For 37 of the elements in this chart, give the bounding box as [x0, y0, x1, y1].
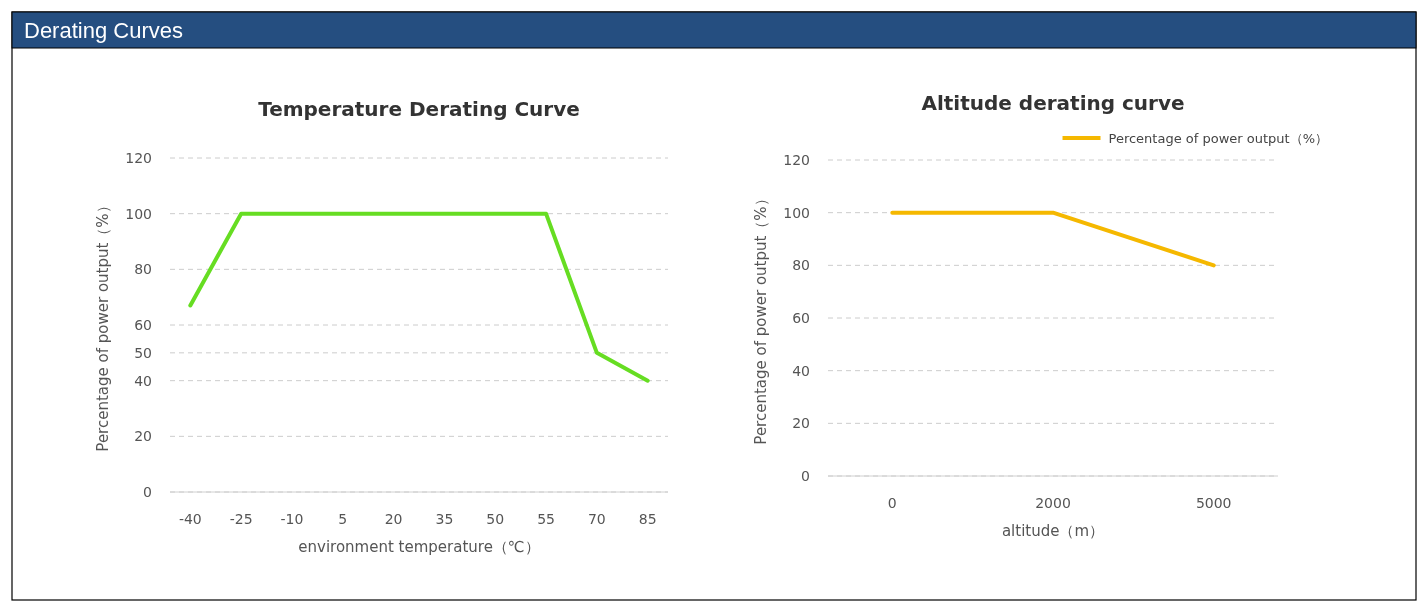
- x-tick-label: 0: [887, 495, 897, 511]
- y-tick-label: 60: [134, 317, 152, 333]
- x-tick-label: 35: [435, 511, 454, 527]
- x-tick-label: 2000: [1035, 495, 1071, 511]
- y-tick-label: 40: [134, 372, 152, 389]
- y-axis-title: Percentage of power output（%）: [752, 191, 770, 445]
- x-tick-label: 5000: [1195, 495, 1232, 511]
- chart-title: Temperature Derating Curve: [258, 97, 580, 121]
- x-tick-label: -40: [178, 511, 202, 527]
- y-tick-label: 100: [125, 205, 152, 222]
- legend-label: Percentage of power output（%）: [1108, 131, 1328, 146]
- y-tick-label: 20: [792, 415, 810, 432]
- x-tick-label: 70: [587, 511, 606, 527]
- x-tick-label: 5: [338, 511, 348, 527]
- y-tick-label: 120: [783, 152, 810, 168]
- text: Derating Curves: [24, 18, 183, 43]
- y-tick-label: 80: [792, 257, 810, 274]
- y-tick-label: 60: [792, 310, 810, 326]
- x-tick-label: -10: [280, 511, 304, 527]
- x-axis-title: altitude（m）: [1001, 522, 1105, 540]
- x-tick-label: -25: [229, 511, 253, 527]
- y-tick-label: 0: [143, 484, 152, 500]
- y-tick-label: 50: [134, 344, 152, 361]
- x-tick-label: 55: [537, 511, 555, 527]
- line-series: [188, 211, 650, 383]
- y-tick-label: 80: [134, 261, 152, 278]
- x-tick-label: 85: [638, 511, 657, 527]
- x-axis-title: environment temperature（℃）: [298, 538, 540, 556]
- y-tick-label: 120: [125, 150, 152, 166]
- y-tick-label: 0: [801, 468, 810, 484]
- y-tick-label: 40: [792, 362, 810, 379]
- chart-title: Altitude derating curve: [921, 91, 1185, 115]
- y-tick-label: 20: [134, 428, 152, 445]
- y-axis-title: Percentage of power output（%）: [94, 198, 112, 452]
- y-tick-label: 100: [783, 204, 810, 221]
- x-tick-label: 50: [486, 511, 505, 527]
- x-tick-label: 20: [384, 511, 403, 527]
